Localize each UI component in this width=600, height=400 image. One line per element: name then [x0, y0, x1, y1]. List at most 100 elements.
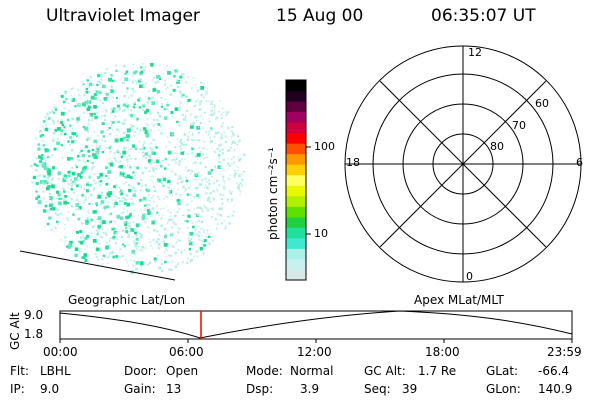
uv-pixel [38, 130, 41, 133]
uv-pixel [131, 253, 133, 255]
uv-pixel [76, 121, 79, 124]
uv-pixel [120, 212, 123, 214]
uv-pixel [63, 107, 66, 110]
uv-pixel [186, 120, 188, 123]
uv-pixel [186, 261, 189, 264]
uv-pixel [206, 90, 208, 92]
uv-pixel [144, 110, 148, 115]
uv-pixel [52, 166, 56, 170]
uv-pixel [203, 244, 206, 247]
uv-pixel [72, 213, 75, 216]
uv-pixel [170, 133, 172, 135]
uv-pixel [211, 129, 213, 131]
uv-pixel [188, 187, 190, 189]
uv-pixel [166, 205, 168, 207]
uv-pixel [134, 147, 138, 150]
uv-pixel [97, 92, 100, 95]
uv-pixel [111, 96, 114, 99]
uv-pixel [101, 122, 105, 126]
mode-label: Mode: [246, 364, 283, 378]
uv-pixel [77, 159, 80, 162]
uv-pixel [69, 144, 71, 146]
uv-pixel [51, 184, 55, 189]
uv-pixel [167, 186, 170, 189]
uv-pixel [176, 79, 180, 84]
uv-pixel [160, 182, 163, 185]
uv-pixel [187, 169, 190, 172]
uv-pixel [126, 232, 129, 235]
uv-pixel [97, 99, 99, 101]
uv-pixel [162, 177, 167, 182]
uv-pixel [167, 69, 169, 71]
uv-pixel [130, 109, 133, 112]
uv-pixel [144, 184, 147, 187]
uv-pixel [98, 242, 101, 245]
uv-pixel [42, 175, 45, 178]
uv-pixel [60, 133, 63, 136]
uv-pixel [150, 63, 154, 67]
uv-pixel [116, 100, 119, 103]
uv-pixel [136, 117, 139, 120]
mlt-label-0: 0 [466, 270, 473, 283]
uv-pixel [227, 127, 230, 130]
uv-pixel [116, 238, 118, 241]
uv-pixel [86, 129, 89, 133]
uv-pixel [58, 197, 61, 200]
uv-pixel [166, 249, 169, 252]
uv-pixel [167, 140, 169, 142]
uv-pixel [41, 154, 44, 157]
uv-pixel [79, 230, 83, 233]
uv-pixel [163, 108, 166, 111]
uv-pixel [129, 212, 132, 216]
uv-pixel [136, 182, 139, 184]
altitude-plot-frame [59, 310, 573, 340]
uv-pixel [31, 181, 33, 183]
uv-pixel [105, 147, 108, 149]
uv-pixel [90, 172, 92, 174]
uv-pixel [137, 104, 140, 107]
uv-pixel [188, 131, 190, 134]
uv-pixel [218, 149, 221, 152]
uv-pixel [77, 89, 80, 91]
uv-pixel [130, 255, 132, 256]
uv-pixel [171, 232, 174, 235]
uv-pixel [218, 184, 221, 187]
uv-pixel [134, 231, 137, 235]
uv-pixel [157, 178, 161, 183]
uv-pixel [177, 263, 179, 265]
uv-pixel [141, 249, 144, 252]
uv-pixel [85, 189, 89, 193]
uv-pixel [133, 260, 135, 262]
uv-pixel [169, 93, 172, 96]
uv-pixel [67, 140, 70, 143]
uv-pixel [71, 171, 76, 176]
uv-pixel [88, 86, 90, 88]
uv-pixel [43, 179, 48, 184]
uv-pixel [142, 83, 145, 86]
uv-pixel [86, 183, 89, 186]
uv-pixel [149, 176, 152, 178]
uv-pixel [123, 202, 127, 205]
uv-pixel [158, 64, 161, 66]
uv-pixel [151, 79, 154, 81]
uv-pixel [142, 155, 145, 158]
uv-pixel [200, 86, 204, 90]
uv-pixel [56, 141, 60, 146]
uv-pixel [152, 169, 155, 172]
uv-pixel [77, 173, 81, 177]
uv-pixel [96, 152, 98, 154]
uv-pixel [93, 173, 96, 176]
uv-pixel [131, 176, 134, 179]
uv-pixel [218, 207, 222, 210]
uv-pixel [87, 210, 89, 213]
gc-alt-value: 1.7 Re [418, 364, 457, 378]
uv-pixel [108, 95, 111, 97]
colorbar-segment [286, 195, 306, 207]
uv-pixel [71, 140, 75, 144]
uv-pixel [57, 171, 62, 176]
uv-pixel [75, 101, 77, 103]
glat-label: GLat: [486, 364, 519, 378]
uv-pixel [75, 198, 79, 201]
uv-pixel [208, 192, 211, 195]
uv-pixel [189, 114, 192, 116]
